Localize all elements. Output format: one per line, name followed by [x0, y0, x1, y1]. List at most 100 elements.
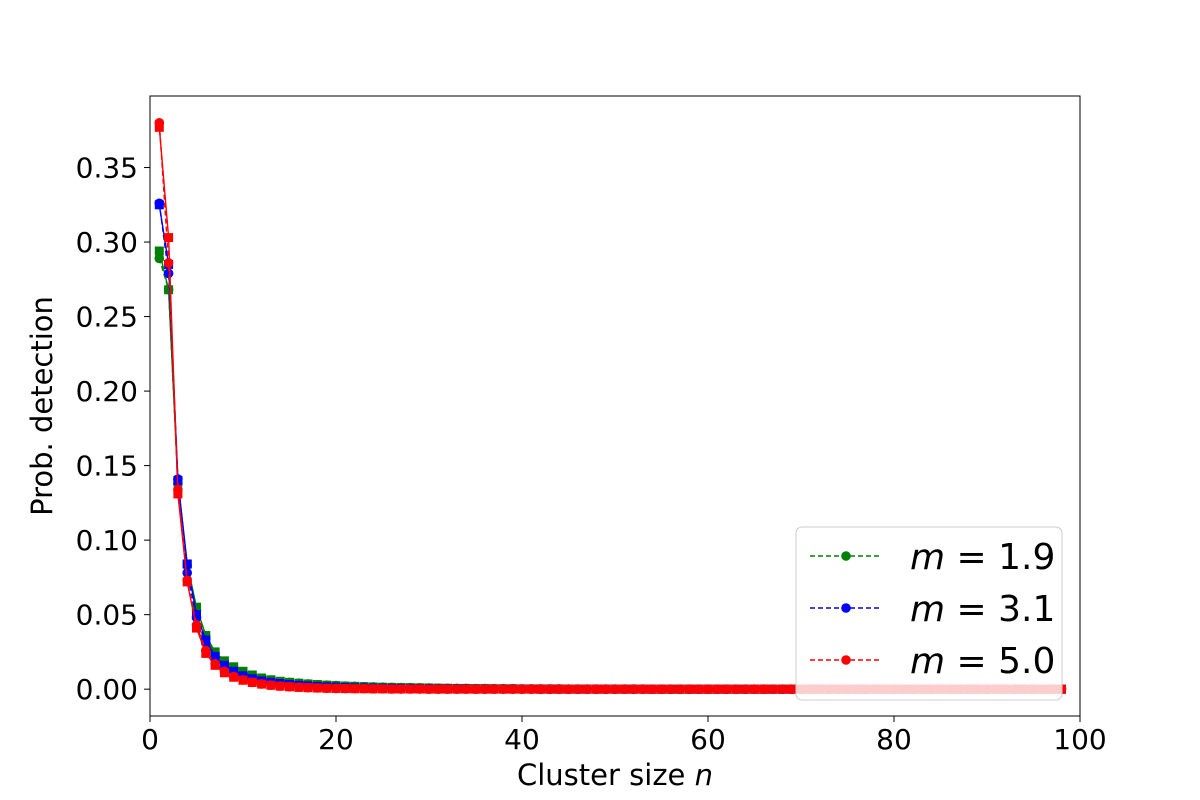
legend-label: m = 5.0 [910, 641, 1055, 682]
data-point [721, 684, 732, 694]
y-tick-label: 0.00 [76, 673, 138, 706]
data-point [405, 684, 416, 694]
data-point [331, 683, 341, 694]
data-point [303, 682, 313, 693]
data-point [498, 684, 509, 694]
legend-item: m = 1.9 [810, 537, 1055, 578]
y-tick-label: 0.20 [76, 375, 138, 408]
data-point [666, 684, 676, 694]
data-point [749, 684, 760, 694]
data-point [266, 680, 276, 690]
data-point [647, 684, 657, 694]
y-tick-label: 0.35 [76, 152, 138, 185]
data-point [777, 684, 788, 694]
data-point [759, 684, 769, 694]
legend: m = 1.9 m = 3.1 m = 5.0 [795, 526, 1063, 701]
legend-item: m = 3.1 [810, 589, 1055, 630]
x-tick-label: 80 [876, 723, 912, 756]
legend-item: m = 5.0 [810, 641, 1055, 682]
data-point [182, 568, 192, 578]
data-point [712, 684, 723, 694]
data-point [638, 684, 648, 694]
data-point [238, 675, 248, 685]
y-tick-label: 0.15 [76, 450, 138, 483]
legend-box [795, 526, 1063, 701]
data-point [377, 684, 388, 694]
data-point [573, 684, 583, 694]
plot-frame [149, 95, 1081, 717]
x-tick-label: 20 [318, 723, 354, 756]
data-point [154, 118, 165, 128]
data-point [619, 684, 630, 694]
x-axis-label-variable: n [695, 758, 713, 792]
data-point [163, 268, 174, 279]
data-point [526, 684, 537, 694]
data-point [610, 684, 620, 694]
data-point [675, 684, 685, 694]
legend-marker [841, 655, 851, 665]
data-point [284, 681, 295, 692]
data-point [247, 677, 258, 688]
data-point [396, 684, 406, 694]
data-point [582, 684, 592, 694]
data-point [321, 683, 332, 694]
data-point [768, 684, 778, 694]
data-point [275, 681, 286, 691]
x-axis-label-text: Cluster size [517, 758, 695, 792]
data-point [628, 684, 639, 694]
data-point [442, 684, 453, 694]
data-point [591, 684, 602, 694]
x-tick-label: 40 [504, 723, 540, 756]
data-point [545, 684, 555, 694]
data-point [452, 684, 462, 694]
x-tick-label: 0 [141, 723, 159, 756]
data-point [154, 198, 165, 209]
y-tick-label: 0.10 [76, 524, 138, 557]
legend-label: m = 1.9 [910, 537, 1055, 578]
y-axis-label: Prob. detection [25, 296, 59, 516]
data-point-square [182, 559, 192, 569]
data-point [256, 679, 267, 689]
data-point [387, 684, 397, 694]
data-point [433, 684, 444, 694]
data-point [480, 684, 490, 694]
data-point [201, 645, 211, 656]
data-point [703, 684, 713, 694]
data-point [600, 684, 611, 694]
data-point [731, 684, 741, 694]
data-point [182, 575, 192, 586]
data-point-square [154, 246, 164, 256]
data-point [507, 684, 518, 694]
data-point [489, 684, 499, 694]
y-axis: 0.00 0.05 0.10 0.15 0.20 0.25 0.30 0.35 [76, 152, 150, 706]
data-point [414, 684, 425, 694]
data-point [461, 684, 472, 694]
data-point [740, 684, 750, 694]
x-tick-label: 100 [1053, 723, 1106, 756]
y-tick-label: 0.30 [76, 226, 138, 259]
data-point [554, 684, 564, 694]
x-tick-label: 60 [690, 723, 726, 756]
legend-label: m = 3.1 [910, 589, 1055, 630]
data-point [163, 258, 174, 268]
data-point [656, 684, 667, 694]
y-tick-label: 0.25 [76, 301, 138, 334]
data-point [210, 659, 220, 669]
data-point [563, 684, 574, 694]
data-point [219, 666, 230, 677]
data-point [312, 683, 323, 693]
data-point [684, 684, 695, 694]
data-point [191, 620, 202, 630]
data-point [517, 684, 527, 694]
x-axis-label: Cluster size n [517, 758, 713, 792]
data-point-square [164, 233, 174, 243]
data-point [228, 671, 239, 682]
y-tick-label: 0.05 [76, 599, 138, 632]
data-point [368, 684, 379, 694]
data-point [424, 684, 434, 694]
data-point [349, 683, 360, 694]
legend-marker [841, 551, 851, 561]
data-point [535, 684, 546, 694]
legend-marker [841, 603, 851, 613]
